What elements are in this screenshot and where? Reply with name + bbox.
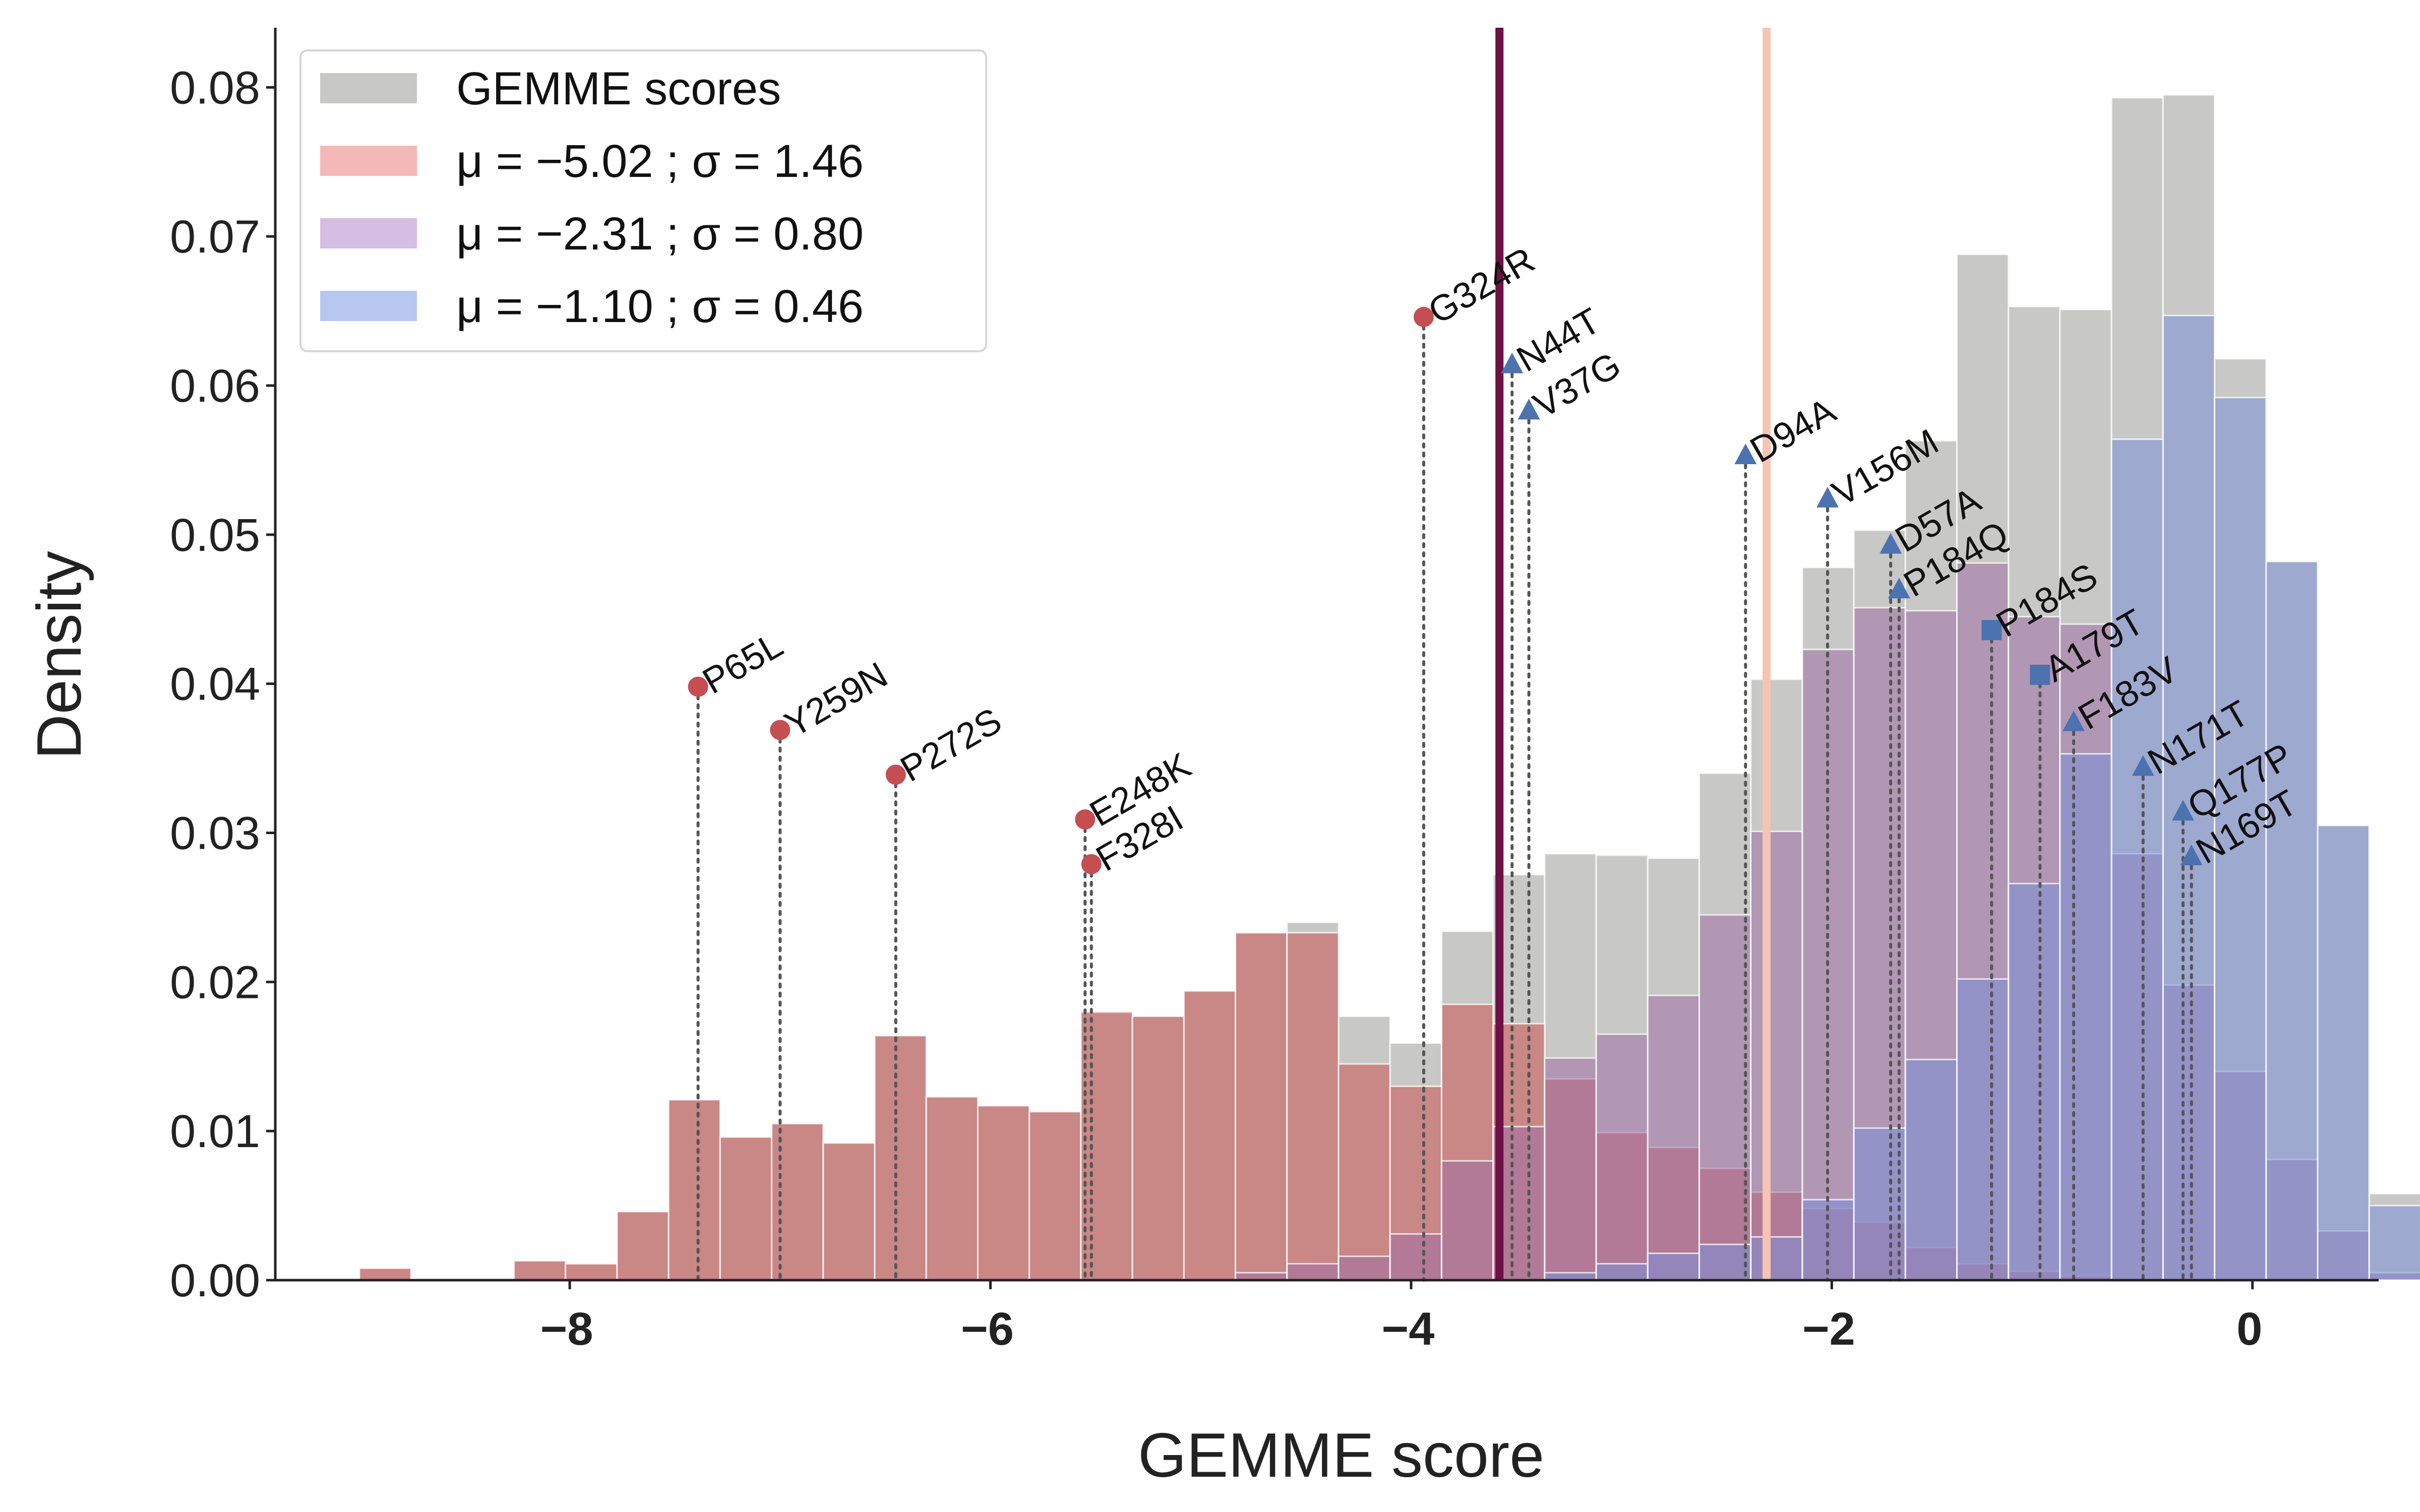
annotation-label-P272S: P272S — [894, 701, 1008, 790]
bar-s1-b7 — [719, 1136, 773, 1281]
marker-P272S — [885, 765, 906, 785]
y-axis-label: Density — [25, 551, 94, 759]
bar-s3-b33 — [2059, 753, 2112, 1281]
bar-s1-b3 — [513, 1260, 567, 1281]
y-tick-label-0: 0.00 — [170, 1255, 260, 1306]
annotation-label-G324R: G324R — [1422, 239, 1542, 332]
bar-s3-b38 — [2317, 825, 2370, 1281]
legend-label-2: μ = −2.31 ; σ = 0.80 — [456, 208, 864, 260]
annotation-stems — [696, 315, 2193, 1282]
legend-label-3: μ = −1.10 ; σ = 0.46 — [456, 281, 864, 332]
x-ticks: −8 −6 −4 −2 0 — [540, 1280, 2262, 1355]
bar-s1-b6 — [668, 1099, 721, 1281]
bar-s3-b26 — [1698, 1243, 1752, 1281]
marker-A179T — [2030, 664, 2050, 685]
marker-D94A — [1734, 444, 1757, 465]
marker-P65L — [688, 676, 708, 697]
y-tick-label-5: 0.05 — [170, 510, 260, 561]
bar-s2-b26 — [1698, 914, 1752, 1281]
bar-s3-b24 — [1595, 1263, 1649, 1281]
bar-s2-b19 — [1338, 1255, 1391, 1281]
marker-V156M — [1816, 486, 1839, 508]
legend-swatch-0 — [320, 73, 417, 103]
marker-Y259N — [770, 720, 791, 740]
legend-swatch-1 — [320, 146, 417, 176]
marker-N44T — [1501, 352, 1524, 373]
bar-s1-b16 — [1183, 990, 1237, 1281]
bar-s3-b27 — [1750, 1236, 1803, 1281]
bar-s2-b18 — [1286, 1263, 1340, 1281]
legend-frame — [299, 49, 987, 352]
marker-D57A — [1880, 533, 1902, 554]
bar-s2-b23 — [1544, 1057, 1597, 1281]
bar-s1-b11 — [925, 1096, 979, 1281]
bar-s1-b13 — [1028, 1111, 1082, 1281]
histogram-bars — [358, 94, 2420, 1281]
bar-s1-b0 — [358, 1267, 412, 1281]
bar-s1-b15 — [1131, 1015, 1185, 1281]
legend: GEMME scores μ = −5.02 ; σ = 1.46 μ = −2.3… — [299, 49, 987, 352]
x-tick-label-2: −4 — [1381, 1303, 1434, 1355]
legend-swatch-2 — [320, 218, 417, 248]
legend-label-0: GEMME scores — [456, 63, 781, 114]
legend-label-1: μ = −5.02 ; σ = 1.46 — [456, 136, 864, 187]
bar-s2-b24 — [1595, 1033, 1649, 1281]
marker-N169T — [2180, 844, 2203, 865]
bar-s3-b37 — [2265, 560, 2319, 1281]
annotation-label-D94A: D94A — [1743, 391, 1842, 471]
bar-s3-b31 — [1956, 978, 2010, 1281]
bar-s1-b5 — [616, 1211, 670, 1281]
x-tick-label-3: −2 — [1802, 1303, 1855, 1355]
bar-s2-b25 — [1647, 994, 1700, 1281]
x-tick-label-0: −8 — [540, 1303, 593, 1355]
x-tick-label-4: 0 — [2236, 1303, 2262, 1355]
bar-s1-b9 — [822, 1142, 876, 1281]
marker-G324R — [1413, 306, 1434, 327]
marker-E248K — [1075, 809, 1096, 830]
x-tick-label-1: −6 — [961, 1303, 1014, 1355]
bar-s2-b27 — [1750, 831, 1803, 1281]
bar-s3-b29 — [1853, 1127, 1906, 1281]
bar-s1-b12 — [977, 1105, 1031, 1281]
bar-s3-b32 — [2008, 883, 2061, 1281]
x-axis-label: GEMME score — [1138, 1421, 1544, 1490]
marker-Q177P — [2172, 800, 2195, 821]
marker-F328I — [1081, 854, 1102, 874]
annotation-label-P65L: P65L — [696, 624, 790, 702]
bar-s2-b20 — [1389, 1233, 1442, 1281]
marker-P184Q — [1888, 578, 1910, 599]
bar-s1-b18 — [1286, 932, 1340, 1281]
bar-s3-b30 — [1904, 1058, 1958, 1281]
bar-s2-b21 — [1440, 1160, 1494, 1281]
bar-s3-b35 — [2162, 314, 2216, 1281]
marker-V37G — [1518, 399, 1540, 420]
y-tick-label-4: 0.04 — [170, 659, 260, 710]
bar-s3-b28 — [1801, 1199, 1855, 1281]
marker-P184S — [1981, 620, 2002, 641]
y-tick-label-6: 0.06 — [170, 360, 260, 412]
y-tick-label-2: 0.02 — [170, 957, 260, 1008]
bar-s3-b39 — [2368, 1205, 2420, 1281]
legend-swatch-3 — [320, 291, 417, 321]
y-tick-label-8: 0.08 — [170, 62, 260, 113]
bar-s1-b4 — [565, 1263, 618, 1281]
marker-N171T — [2132, 755, 2154, 776]
annotation-label-Y259N: Y259N — [778, 655, 894, 745]
marker-F183V — [2063, 710, 2085, 731]
bar-s1-b10 — [874, 1035, 927, 1281]
bar-s1-b19 — [1338, 1063, 1391, 1281]
y-tick-label-7: 0.07 — [170, 211, 260, 263]
threshold-lines — [1495, 28, 1771, 1280]
y-ticks: 0.00 0.01 0.02 0.03 0.04 0.05 0.06 0.07 0.08 — [170, 62, 275, 1306]
bar-s1-b14 — [1080, 1011, 1133, 1281]
bar-s1-b17 — [1235, 932, 1288, 1281]
y-tick-label-3: 0.03 — [170, 808, 260, 859]
bar-s3-b25 — [1647, 1252, 1700, 1281]
bar-s3-b34 — [2110, 438, 2164, 1281]
y-tick-label-1: 0.01 — [170, 1106, 260, 1157]
